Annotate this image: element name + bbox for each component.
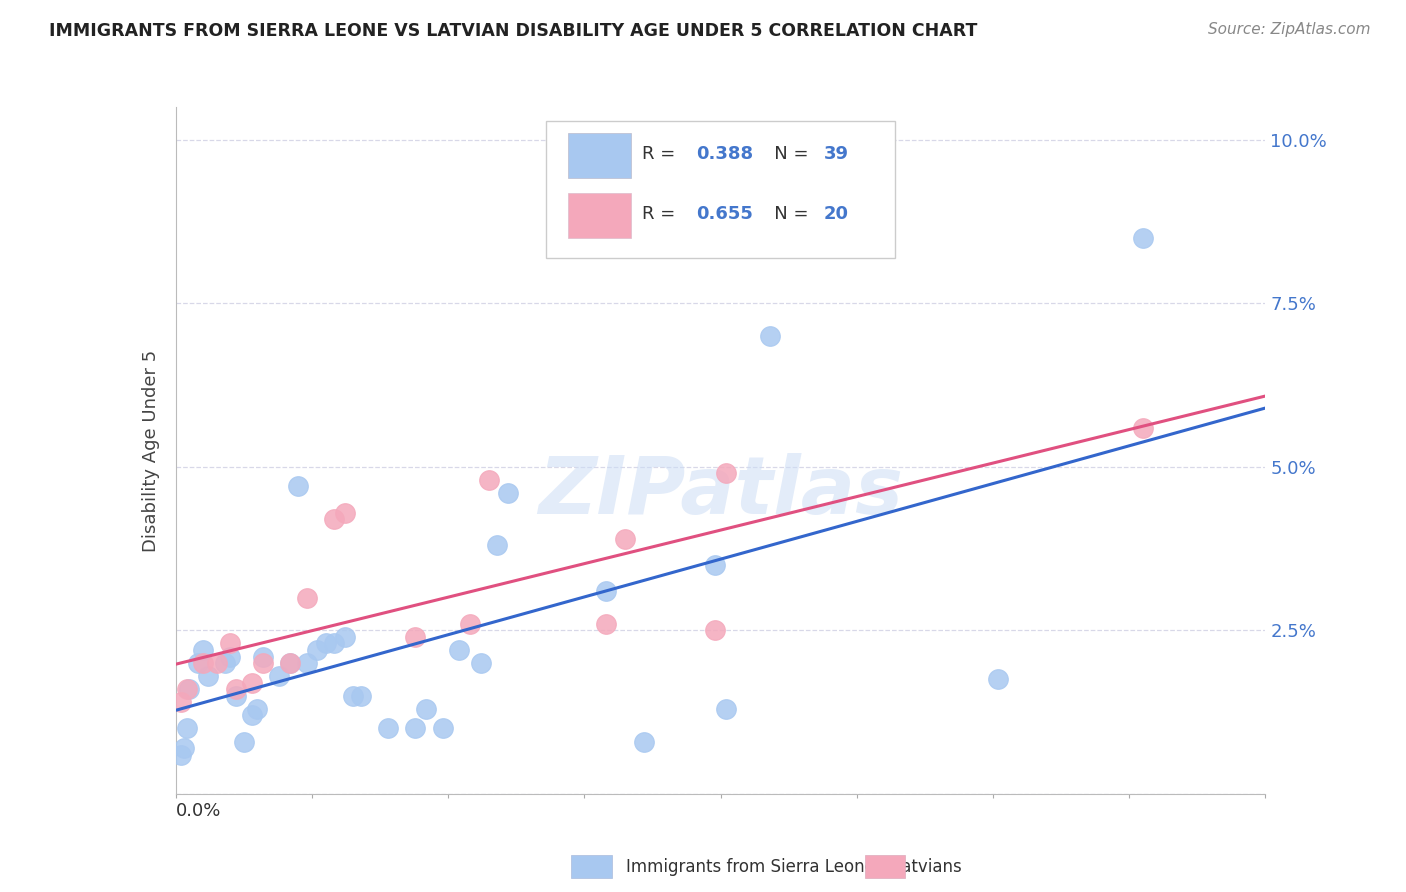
Point <box>240 675 263 690</box>
Text: Source: ZipAtlas.com: Source: ZipAtlas.com <box>1208 22 1371 37</box>
Point <box>278 656 301 670</box>
Point <box>214 656 236 670</box>
Point <box>287 479 309 493</box>
Point <box>176 682 198 697</box>
Text: 0.655: 0.655 <box>696 204 754 222</box>
Point <box>295 591 318 605</box>
Point <box>595 584 617 599</box>
Point <box>405 630 427 644</box>
Text: 0.388: 0.388 <box>696 145 754 162</box>
Text: R =: R = <box>643 204 681 222</box>
Point <box>173 741 195 756</box>
Point <box>322 512 344 526</box>
Point <box>322 636 344 650</box>
Point <box>191 656 214 670</box>
Point <box>278 656 301 670</box>
Point <box>447 643 470 657</box>
Point <box>170 695 193 709</box>
Text: 39: 39 <box>824 145 849 162</box>
Text: Latvians: Latvians <box>893 858 963 876</box>
Point <box>1132 231 1154 245</box>
Point <box>295 656 318 670</box>
Point <box>987 673 1010 687</box>
Point <box>342 689 364 703</box>
Point <box>333 630 356 644</box>
Point <box>470 656 492 670</box>
Point <box>197 669 219 683</box>
FancyBboxPatch shape <box>568 133 631 178</box>
Text: R =: R = <box>643 145 681 162</box>
Point <box>315 636 337 650</box>
Point <box>714 467 737 481</box>
Point <box>758 329 780 343</box>
Text: IMMIGRANTS FROM SIERRA LEONE VS LATVIAN DISABILITY AGE UNDER 5 CORRELATION CHART: IMMIGRANTS FROM SIERRA LEONE VS LATVIAN … <box>49 22 977 40</box>
Point <box>714 702 737 716</box>
Text: 0.0%: 0.0% <box>176 802 221 820</box>
Point <box>269 669 291 683</box>
Text: Immigrants from Sierra Leone: Immigrants from Sierra Leone <box>626 858 875 876</box>
Point <box>704 624 727 638</box>
Point <box>246 702 269 716</box>
Point <box>170 747 193 762</box>
Point <box>205 656 228 670</box>
Point <box>350 689 373 703</box>
Point <box>704 558 727 572</box>
Point <box>240 708 263 723</box>
Point <box>478 473 501 487</box>
Point <box>225 682 247 697</box>
Text: ZIPatlas: ZIPatlas <box>538 452 903 531</box>
Point <box>252 656 274 670</box>
Point <box>458 616 481 631</box>
Point <box>405 722 427 736</box>
Point <box>377 722 399 736</box>
Point <box>333 506 356 520</box>
Text: 20: 20 <box>824 204 849 222</box>
Point <box>225 689 247 703</box>
Point <box>415 702 437 716</box>
Point <box>496 486 519 500</box>
FancyBboxPatch shape <box>546 120 896 258</box>
Point <box>595 616 617 631</box>
Point <box>219 649 242 664</box>
Y-axis label: Disability Age Under 5: Disability Age Under 5 <box>142 350 160 551</box>
Point <box>1132 420 1154 434</box>
Point <box>179 682 201 697</box>
Point <box>252 649 274 664</box>
Point <box>614 532 637 546</box>
Point <box>633 734 655 748</box>
Point <box>219 636 242 650</box>
Text: N =: N = <box>756 204 814 222</box>
Point <box>232 734 254 748</box>
FancyBboxPatch shape <box>568 193 631 237</box>
Text: N =: N = <box>756 145 814 162</box>
Point <box>191 643 214 657</box>
Point <box>432 722 454 736</box>
Point <box>176 722 198 736</box>
Point <box>486 538 509 552</box>
Point <box>186 656 209 670</box>
Point <box>307 643 329 657</box>
